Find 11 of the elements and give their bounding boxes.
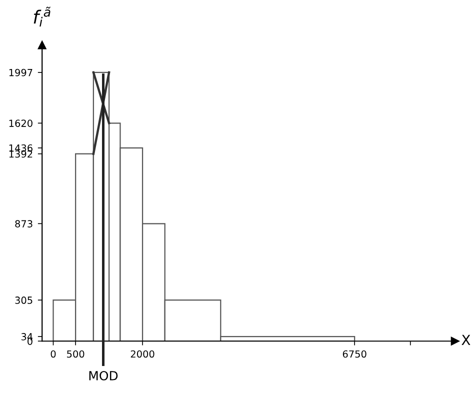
x-tick-label: 500	[67, 350, 84, 358]
y-tick-label: 305	[15, 296, 32, 304]
x-tick-label: 2000	[130, 350, 154, 358]
x-tick-label: 6750	[342, 350, 366, 358]
ref-line-label: MOD	[89, 370, 118, 380]
y-tick-label: 873	[15, 220, 32, 228]
x-tick-label: 0	[50, 350, 56, 358]
y-axis-title: f$_{i}$$^{ã}$	[34, 6, 50, 26]
y-tick-label: 1997	[9, 68, 32, 76]
x-axis-title: X	[462, 334, 470, 345]
y-tick-label: 1620	[9, 120, 32, 127]
